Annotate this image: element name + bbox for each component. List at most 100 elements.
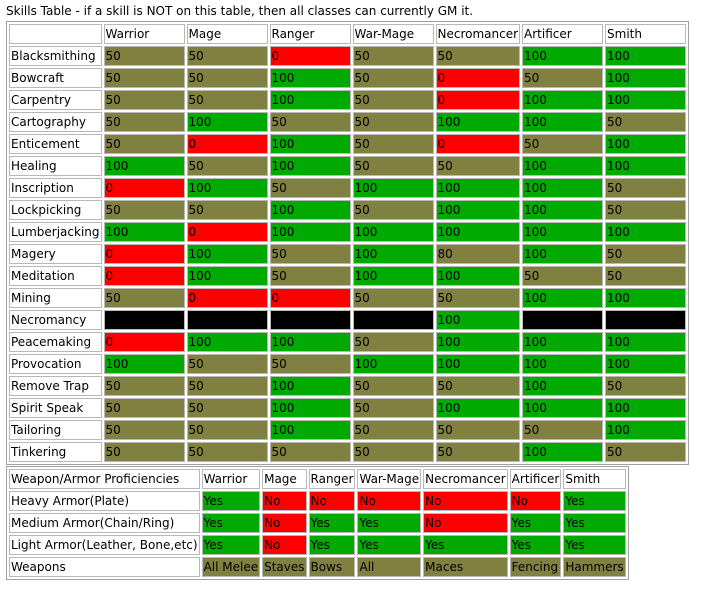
skill-name: Inscription [9,178,102,198]
skill-value-cell: 100 [269,332,351,352]
skill-value-cell: 100 [522,332,604,352]
skill-value-cell: 100 [605,134,687,154]
skill-value-cell: 100 [605,420,687,440]
skill-value-cell: 100 [522,398,604,418]
skill-row: Lumberjacking 100 0 100 100 100 100 100 [9,222,687,242]
skill-name: Tinkering [9,442,102,462]
skill-value-cell: 100 [103,354,185,374]
prof-value-cell: No [308,491,356,511]
skill-value-cell: 50 [269,442,351,462]
skill-value-cell: 50 [269,178,351,198]
skill-value-cell: 50 [435,156,521,176]
skill-value-cell: 50 [605,266,687,286]
skill-value-cell: 100 [186,178,268,198]
skill-value-cell: 50 [103,376,185,396]
skill-value-cell: 100 [605,398,687,418]
prof-value-cell: Yes [357,513,422,533]
skill-name: Provocation [9,354,102,374]
skill-value-cell: 100 [435,354,521,374]
skill-row: Necromancy 100 [9,310,687,330]
skill-value-cell: 50 [103,90,185,110]
prof-value-cell: Yes [563,535,626,555]
skill-value-cell: 50 [103,68,185,88]
skills-corner-cell [9,24,102,44]
skill-value-cell: 50 [186,200,268,220]
skill-name: Remove Trap [9,376,102,396]
skill-value-cell: 0 [103,244,185,264]
skill-row: Enticement 50 0 100 50 0 50 100 [9,134,687,154]
prof-value-cell: All [357,557,422,577]
skill-value-cell: 100 [269,376,351,396]
skill-value-cell: 50 [605,200,687,220]
class-header-artificer: Artificer [522,24,604,44]
skill-value-cell: 0 [269,288,351,308]
skill-name: Mining [9,288,102,308]
skill-value-cell: 50 [352,420,434,440]
skill-value-cell: 50 [186,68,268,88]
skill-value-cell: 50 [435,288,521,308]
skill-name: Tailoring [9,420,102,440]
skill-value-cell: 100 [605,288,687,308]
prof-value-cell: Yes [201,535,261,555]
skill-value-cell [605,310,687,330]
skill-value-cell: 50 [186,376,268,396]
prof-class-header-war-mage: War-Mage [357,469,422,489]
skill-value-cell: 100 [269,222,351,242]
prof-value-cell: Yes [357,535,422,555]
skill-row: Inscription 0 100 50 100 100 100 50 [9,178,687,198]
prof-value-cell: Yes [201,491,261,511]
skills-header-row: Warrior Mage Ranger War-Mage Necromancer Arti… [9,24,687,44]
skill-value-cell: 0 [103,266,185,286]
skill-value-cell: 50 [605,244,687,264]
skill-value-cell: 100 [269,90,351,110]
skill-value-cell: 100 [186,112,268,132]
skill-value-cell: 100 [186,332,268,352]
prof-class-header-smith: Smith [563,469,626,489]
skill-row: Tailoring 50 50 100 50 50 50 100 [9,420,687,440]
prof-title: Weapon/Armor Proficiencies [9,469,200,489]
skill-value-cell [103,310,185,330]
skill-value-cell: 100 [435,398,521,418]
skill-value-cell: 50 [522,68,604,88]
prof-value-cell: No [262,491,307,511]
skill-value-cell: 50 [186,354,268,374]
prof-value-cell: No [423,513,508,533]
skill-row: Blacksmithing 50 50 0 50 50 100 100 [9,46,687,66]
class-header-mage: Mage [186,24,268,44]
skill-value-cell: 50 [522,420,604,440]
class-header-necromancer: Necromancer [435,24,521,44]
skill-value-cell: 100 [269,134,351,154]
skill-value-cell: 100 [522,90,604,110]
skill-value-cell: 50 [605,442,687,462]
skill-value-cell: 50 [269,112,351,132]
skill-value-cell: 100 [435,332,521,352]
skill-value-cell: 50 [186,90,268,110]
skill-value-cell: 100 [605,46,687,66]
prof-value-cell: Yes [509,513,562,533]
skill-name: Lumberjacking [9,222,102,242]
skill-value-cell: 0 [435,68,521,88]
skill-value-cell [352,310,434,330]
skill-value-cell: 50 [435,420,521,440]
skill-value-cell: 50 [103,420,185,440]
proficiencies-table: Weapon/Armor Proficiencies Warrior Mage Ran… [6,466,629,580]
skill-value-cell: 100 [522,156,604,176]
skill-value-cell: 50 [352,376,434,396]
skill-value-cell [522,310,604,330]
skill-value-cell: 0 [186,288,268,308]
skill-row: Lockpicking 50 50 100 50 100 100 50 [9,200,687,220]
prof-value-cell: Yes [308,513,356,533]
skill-value-cell: 100 [352,222,434,242]
skill-value-cell: 100 [522,222,604,242]
skill-row: Magery 0 100 50 100 80 100 50 [9,244,687,264]
prof-value-cell: Yes [563,513,626,533]
skill-value-cell: 100 [435,112,521,132]
prof-value-cell: No [262,535,307,555]
skill-value-cell: 100 [605,222,687,242]
skill-value-cell: 50 [103,134,185,154]
skill-value-cell: 50 [352,134,434,154]
skill-value-cell: 50 [186,442,268,462]
skill-value-cell: 100 [269,68,351,88]
prof-value-cell: Yes [308,535,356,555]
skill-value-cell: 100 [352,244,434,264]
